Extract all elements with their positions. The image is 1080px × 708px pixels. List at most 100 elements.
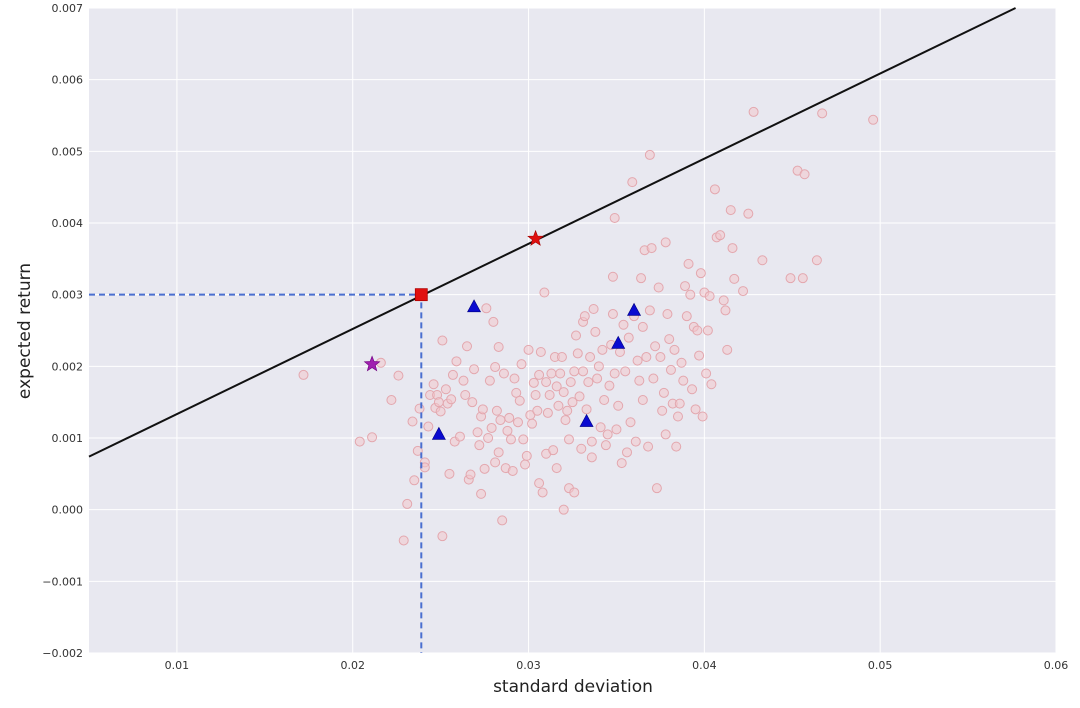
scatter-point <box>567 397 578 408</box>
y-axis-label: expected return <box>15 263 35 399</box>
scatter-point <box>539 287 550 298</box>
x-tick-label: 0.06 <box>1044 659 1069 672</box>
scatter-point <box>597 344 608 355</box>
scatter-point <box>558 387 569 398</box>
scatter-point <box>641 352 652 363</box>
purple-star-marker <box>363 355 381 372</box>
scatter-point <box>583 377 594 388</box>
scatter-point <box>701 368 712 379</box>
scatter-point <box>662 309 673 320</box>
scatter-point <box>613 400 624 411</box>
scatter-point <box>653 282 664 293</box>
scatter-point <box>484 375 495 386</box>
scatter-point <box>462 341 473 352</box>
scatter-point <box>514 395 525 406</box>
triangle-marker <box>579 413 594 427</box>
plot-background <box>89 8 1056 653</box>
scatter-point <box>541 377 552 388</box>
scatter-point <box>609 368 620 379</box>
x-tick-label: 0.04 <box>692 659 717 672</box>
scatter-point <box>493 341 504 352</box>
scatter-point <box>586 452 597 463</box>
scatter-point <box>444 468 455 479</box>
scatter-point <box>811 255 822 266</box>
x-ticks: 0.01 0.02 0.03 0.04 0.05 0.06 <box>165 659 1069 672</box>
triangle-marker <box>431 426 446 440</box>
scatter-point <box>671 441 682 452</box>
scatter-point <box>402 498 413 509</box>
scatter-point <box>569 366 580 377</box>
scatter-point <box>797 273 808 284</box>
scatter-point <box>551 463 562 474</box>
scatter-point <box>611 424 622 435</box>
scatter-point <box>817 108 828 119</box>
scatter-point <box>785 273 796 284</box>
scatter-point <box>507 465 518 476</box>
scatter-point <box>697 411 708 422</box>
scatter-point <box>437 531 448 542</box>
scatter-point <box>469 364 480 375</box>
scatter-point <box>674 398 685 409</box>
scatter-point <box>627 177 638 188</box>
x-tick-label: 0.03 <box>516 659 541 672</box>
scatter-point <box>607 309 618 320</box>
scatter-point <box>718 295 729 306</box>
scatter-point <box>578 366 589 377</box>
scatter-point <box>454 431 465 442</box>
scatter-point <box>474 440 485 451</box>
scatter-point <box>599 395 610 406</box>
scatter-point <box>681 311 692 322</box>
triangle-marker <box>627 302 642 316</box>
red-star-marker <box>527 229 544 246</box>
scatter-point <box>694 350 705 361</box>
scatter-point <box>493 447 504 458</box>
scatter-points <box>298 106 879 546</box>
scatter-point <box>634 375 645 386</box>
scatter-point <box>623 332 634 343</box>
scatter-point <box>498 368 509 379</box>
scatter-point <box>722 344 733 355</box>
scatter-point <box>560 415 571 426</box>
scatter-point <box>625 417 636 428</box>
scatter-point <box>637 395 648 406</box>
scatter-point <box>644 149 655 160</box>
scatter-point <box>632 355 643 366</box>
scatter-point <box>572 348 583 359</box>
scatter-point <box>650 341 661 352</box>
scatter-point <box>440 384 451 395</box>
scatter-point <box>651 483 662 494</box>
scatter-point <box>643 441 654 452</box>
y-tick-label: 0.001 <box>52 432 84 445</box>
scatter-point <box>527 418 538 429</box>
scatter-point <box>680 281 691 292</box>
scatter-point <box>743 208 754 219</box>
scatter-point <box>409 475 420 486</box>
scatter-point <box>521 450 532 461</box>
scatter-point <box>720 305 731 316</box>
scatter-point <box>495 415 506 426</box>
scatter-point <box>551 381 562 392</box>
scatter-point <box>460 390 471 400</box>
scatter-point <box>660 237 671 248</box>
scatter-point <box>412 445 423 456</box>
scatter-point <box>532 405 543 416</box>
scatter-point <box>386 395 397 406</box>
scatter-point <box>592 373 603 384</box>
scatter-point <box>479 463 490 474</box>
scatter-point <box>537 487 548 498</box>
scatter-point <box>757 255 768 266</box>
y-tick-label: 0.000 <box>52 504 84 517</box>
scatter-point <box>534 369 545 380</box>
scatter-point <box>542 407 553 418</box>
scatter-point <box>483 433 494 443</box>
scatter-point <box>618 319 629 330</box>
triangle-marker <box>611 335 626 349</box>
scatter-point <box>607 271 618 282</box>
scatter-point <box>548 445 559 456</box>
scatter-point <box>447 369 458 380</box>
scatter-point <box>477 404 488 415</box>
scatter-point <box>563 434 574 445</box>
scatter-point <box>687 384 698 395</box>
scatter-point <box>622 447 633 458</box>
